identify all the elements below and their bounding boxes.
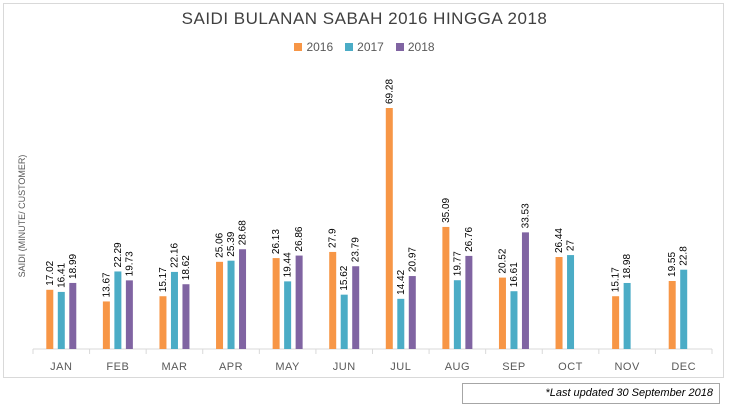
x-tick-label: SEP — [502, 361, 526, 373]
legend-label: 2016 — [306, 40, 334, 54]
bar-2017-aug — [453, 280, 461, 349]
data-label: 26.13 — [271, 229, 282, 254]
x-tick-label: APR — [219, 361, 243, 373]
x-tick-label: OCT — [558, 361, 583, 373]
data-label: 18.98 — [622, 254, 633, 279]
bar-2016-nov — [612, 296, 620, 349]
data-label: 22.16 — [169, 242, 180, 267]
data-label: 19.55 — [667, 252, 678, 277]
bar-2016-jan — [46, 289, 54, 349]
data-label: 15.17 — [611, 267, 622, 292]
bar-2016-may — [272, 258, 280, 349]
data-label: 13.67 — [101, 272, 112, 297]
data-label: 25.06 — [215, 232, 226, 257]
legend-label: 2017 — [357, 40, 384, 54]
chart-title: SAIDI BULANAN SABAH 2016 HINGGA 2018 — [181, 9, 548, 28]
bar-2017-jun — [340, 294, 348, 349]
bar-2017-jan — [57, 291, 65, 349]
bar-2018-mar — [182, 284, 190, 349]
data-label: 23.79 — [351, 237, 362, 262]
data-label: 22.29 — [113, 242, 124, 267]
legend-item-2016: 2016 — [294, 40, 333, 54]
data-label: 15.17 — [158, 267, 169, 292]
bar-2018-sep — [521, 232, 529, 349]
data-label: 16.61 — [509, 262, 520, 287]
bar-2017-apr — [227, 260, 235, 349]
data-label: 69.28 — [384, 79, 395, 104]
data-label: 26.86 — [294, 226, 305, 251]
legend-swatch — [294, 43, 303, 51]
x-tick-label: MAY — [275, 361, 300, 373]
x-tick-label: FEB — [106, 361, 129, 373]
x-tick-label: JUL — [390, 361, 411, 373]
data-label: 16.41 — [56, 262, 67, 287]
data-label: 26.44 — [554, 228, 565, 253]
bar-2018-may — [295, 255, 303, 349]
legend-item-2018: 2018 — [395, 40, 435, 54]
bar-2017-may — [284, 281, 292, 349]
data-label: 18.62 — [181, 255, 192, 280]
data-label: 27 — [566, 240, 577, 252]
bar-2016-feb — [102, 301, 110, 349]
bar-2016-oct — [555, 257, 563, 349]
y-axis-label: SAIDI (MINUTE/ CUSTOMER) — [17, 154, 27, 278]
data-label: 19.77 — [452, 251, 463, 276]
x-tick-label: AUG — [445, 361, 470, 373]
bar-2016-aug — [442, 226, 450, 349]
data-label: 22.8 — [679, 246, 690, 266]
data-label: 20.52 — [497, 248, 508, 273]
bar-2018-feb — [125, 280, 133, 349]
legend-item-2017: 2017 — [345, 40, 384, 54]
bar-2018-jun — [352, 266, 360, 349]
bar-2018-apr — [239, 249, 247, 349]
x-tick-label: DEC — [671, 361, 696, 373]
data-label: 35.09 — [441, 197, 452, 222]
legend-swatch — [395, 43, 404, 51]
x-tick-label: MAR — [161, 361, 187, 373]
bar-2017-feb — [114, 271, 122, 349]
bar-2018-aug — [465, 255, 473, 349]
data-label: 19.44 — [283, 252, 294, 277]
bar-2017-jul — [397, 298, 405, 349]
bar-2018-jul — [408, 276, 416, 349]
data-label: 33.53 — [520, 203, 531, 228]
bar-2016-jul — [385, 108, 393, 349]
bar-2017-oct — [567, 255, 575, 349]
data-label: 19.73 — [124, 251, 135, 276]
footnote: *Last updated 30 September 2018 — [462, 383, 720, 404]
bar-2016-dec — [668, 280, 676, 349]
legend-swatch — [345, 43, 354, 51]
x-tick-label: JUN — [333, 361, 356, 373]
legend: 2016 2017 2018 — [0, 40, 729, 54]
data-label: 15.62 — [339, 265, 350, 290]
data-label: 18.99 — [68, 253, 79, 278]
bar-2018-jan — [69, 282, 77, 349]
data-label: 25.39 — [226, 231, 237, 256]
bar-2016-sep — [498, 277, 506, 349]
chart-frame — [3, 3, 724, 378]
data-label: 14.42 — [396, 269, 407, 294]
data-label: 20.97 — [407, 247, 418, 272]
legend-label: 2018 — [407, 40, 435, 54]
bar-2017-mar — [170, 271, 178, 349]
x-tick-label: JAN — [50, 361, 72, 373]
data-label: 28.68 — [238, 220, 249, 245]
data-label: 17.02 — [45, 260, 56, 285]
bar-2016-jun — [329, 251, 337, 349]
bar-2017-nov — [623, 282, 631, 349]
bar-2016-mar — [159, 296, 167, 349]
data-label: 26.76 — [464, 226, 475, 251]
x-tick-label: NOV — [614, 361, 640, 373]
bar-2016-apr — [216, 261, 224, 349]
data-label: 27.9 — [328, 228, 339, 248]
bar-2017-sep — [510, 291, 518, 349]
bar-2017-dec — [680, 269, 688, 349]
